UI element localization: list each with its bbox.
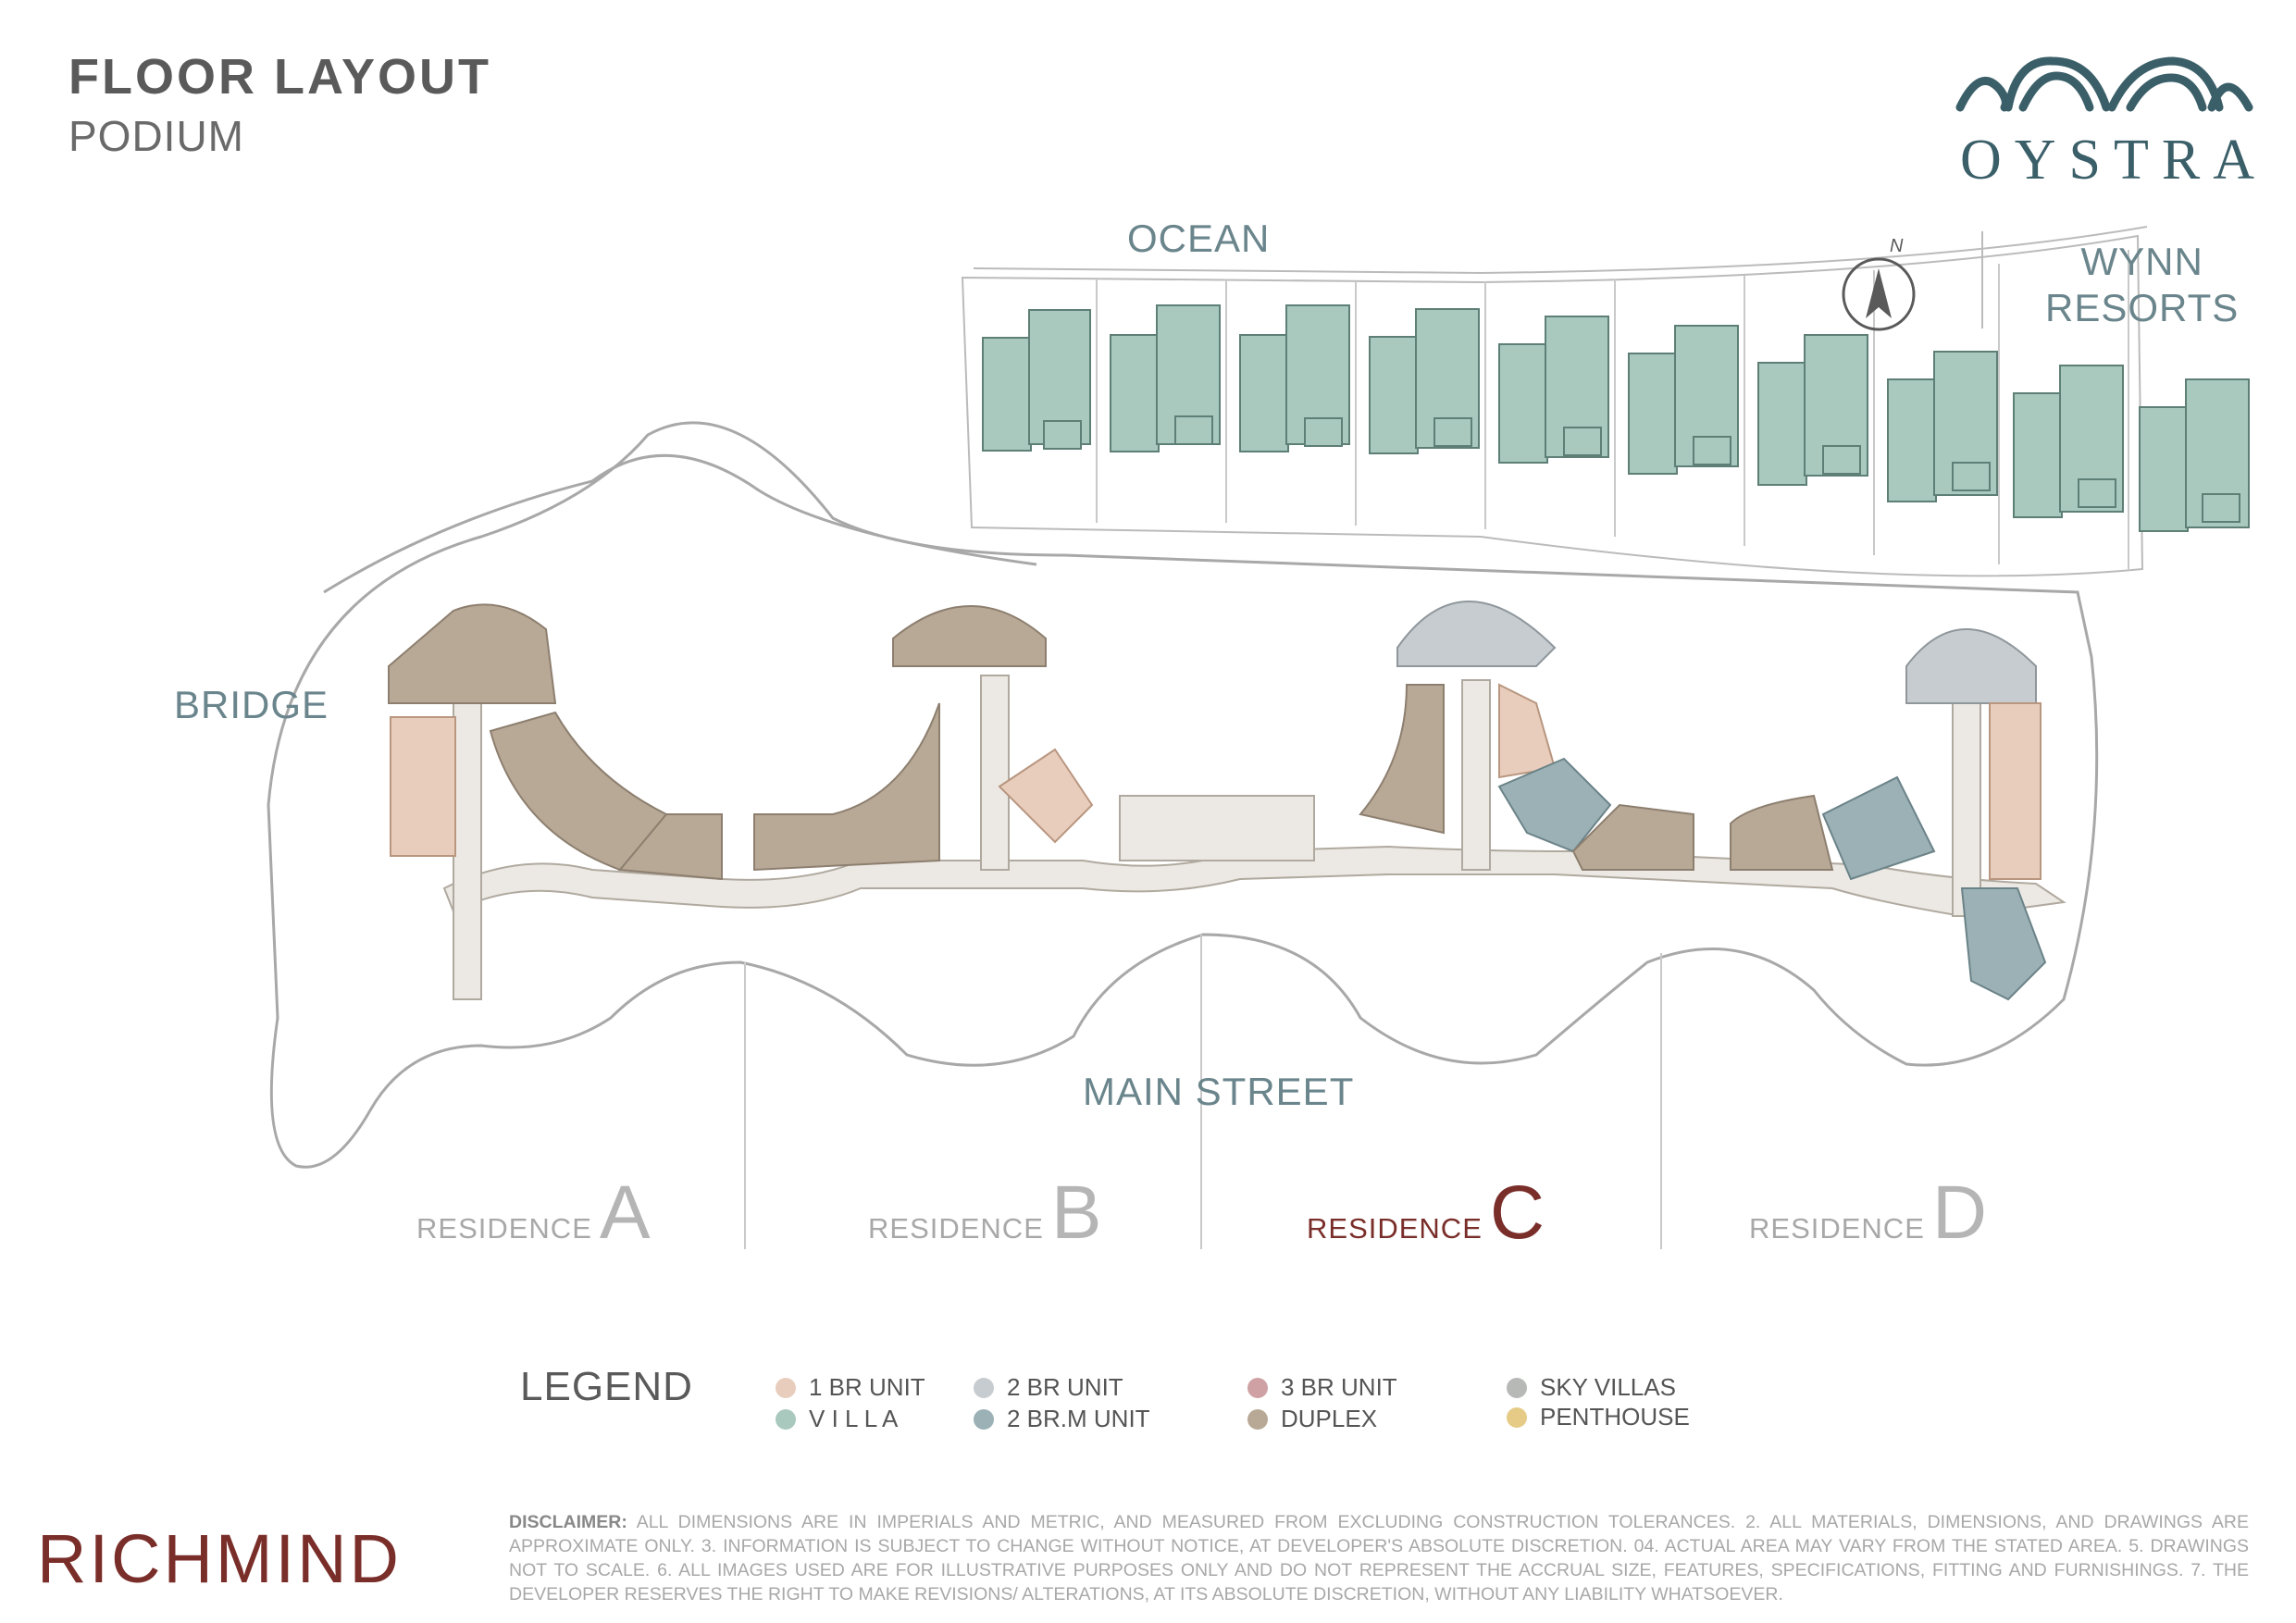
legend-label-villa: V I L L A	[809, 1405, 899, 1432]
residence-b-letter: B	[1050, 1171, 1102, 1255]
residence-a-letter: A	[599, 1171, 651, 1255]
richmind-logo: RICHMIND	[37, 1520, 402, 1597]
legend-item-sky-villas: SKY VILLAS	[1507, 1373, 1676, 1402]
main-street-plaza	[1119, 795, 1315, 861]
residence-a-word: RESIDENCE	[416, 1212, 592, 1245]
residence-b-units	[753, 605, 1094, 872]
disclaimer-body: ALL DIMENSIONS ARE IN IMPERIALS AND METR…	[509, 1512, 2249, 1604]
residence-dividers	[744, 935, 1662, 1249]
residence-d[interactable]: RESIDENCE D	[1749, 1175, 1987, 1251]
podium-outline	[267, 421, 2099, 1169]
wynn-label-line1: WYNN	[2080, 240, 2203, 283]
legend-dot-1br	[776, 1377, 796, 1398]
legend-item-2brm: 2 BR.M UNIT	[974, 1405, 1150, 1433]
legend-dot-2br	[974, 1377, 994, 1398]
legend-dot-sky-villas	[1507, 1377, 1527, 1398]
legend-item-villa: V I L L A	[776, 1405, 898, 1433]
page-title: FLOOR LAYOUT	[68, 49, 492, 105]
legend-dot-3br	[1247, 1377, 1268, 1398]
legend-item-3br: 3 BR UNIT	[1247, 1373, 1397, 1402]
residence-c[interactable]: RESIDENCE C	[1307, 1175, 1545, 1251]
residence-d-units	[1730, 628, 2047, 1001]
legend-label-2br: 2 BR UNIT	[1007, 1373, 1123, 1401]
legend-label-sky-villas: SKY VILLAS	[1540, 1373, 1676, 1401]
residence-c-units	[1359, 601, 1694, 871]
main-street-label: MAIN STREET	[1083, 1070, 1355, 1113]
legend-label-duplex: DUPLEX	[1281, 1405, 1378, 1432]
legend-item-2br: 2 BR UNIT	[974, 1373, 1123, 1402]
legend-label-penthouse: PENTHOUSE	[1540, 1403, 1690, 1431]
legend-dot-penthouse	[1507, 1406, 1527, 1428]
legend-dot-2brm	[974, 1408, 994, 1430]
legend-label-1br: 1 BR UNIT	[809, 1373, 925, 1401]
bridge-label: BRIDGE	[174, 683, 329, 726]
residence-d-word: RESIDENCE	[1749, 1212, 1925, 1245]
residence-d-letter: D	[1931, 1171, 1988, 1255]
villa-dividers	[1096, 250, 2129, 569]
oystra-wordmark: OYSTRA	[1960, 129, 2268, 192]
residence-b[interactable]: RESIDENCE B	[868, 1175, 1102, 1251]
wynn-resorts-label: WYNN RESORTS	[2045, 239, 2239, 331]
legend-item-penthouse: PENTHOUSE	[1507, 1403, 1690, 1431]
legend-dot-villa	[776, 1408, 796, 1430]
residence-a-units	[388, 603, 723, 881]
disclaimer-lead: DISCLAIMER:	[509, 1512, 627, 1532]
disclaimer-text: DISCLAIMER: ALL DIMENSIONS ARE IN IMPERI…	[509, 1510, 2249, 1606]
oystra-logo-mark	[1955, 56, 2253, 112]
site-plan: N	[267, 226, 2250, 1249]
compass-label: N	[1890, 236, 1904, 256]
residence-b-word: RESIDENCE	[868, 1212, 1044, 1245]
legend-label-2brm: 2 BR.M UNIT	[1007, 1405, 1150, 1432]
legend-label-3br: 3 BR UNIT	[1281, 1373, 1397, 1401]
legend-item-1br: 1 BR UNIT	[776, 1373, 925, 1402]
villas	[982, 304, 2250, 532]
ocean-label: OCEAN	[1127, 217, 1271, 260]
compass-icon	[1842, 257, 1916, 331]
villa-strip	[961, 226, 2148, 577]
legend-title: LEGEND	[520, 1364, 693, 1409]
page-subtitle: PODIUM	[68, 112, 244, 160]
wynn-label-line2: RESORTS	[2045, 286, 2240, 329]
residence-a[interactable]: RESIDENCE A	[416, 1175, 651, 1251]
legend-dot-duplex	[1247, 1408, 1268, 1430]
legend-item-duplex: DUPLEX	[1247, 1405, 1377, 1433]
residence-c-letter: C	[1489, 1171, 1545, 1255]
residence-c-word: RESIDENCE	[1307, 1212, 1483, 1245]
